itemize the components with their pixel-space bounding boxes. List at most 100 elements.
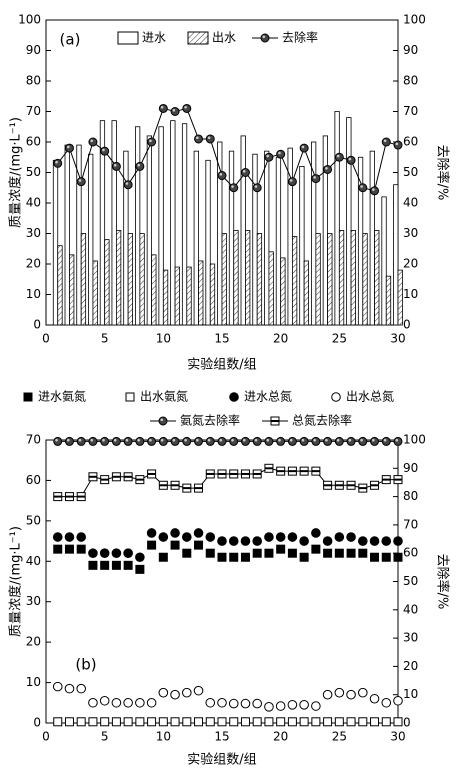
bar	[275, 156, 282, 326]
marker-shape	[135, 436, 145, 446]
marker-shape	[100, 478, 109, 481]
bar	[299, 165, 305, 326]
marker	[229, 717, 239, 727]
marker	[276, 717, 286, 727]
y-tick-label: 100	[18, 13, 41, 27]
y2-tick-label: 60	[403, 135, 418, 149]
marker-shape	[381, 552, 391, 562]
marker-shape	[218, 472, 226, 475]
marker	[147, 469, 157, 479]
marker	[100, 717, 110, 727]
marker-shape	[135, 717, 145, 727]
marker-shape	[287, 548, 297, 558]
x-tick-label: 20	[273, 332, 288, 346]
x-tick-label: 20	[273, 730, 288, 744]
bar	[174, 266, 180, 326]
marker-shine	[231, 185, 234, 188]
marker	[217, 171, 227, 181]
marker	[123, 717, 133, 727]
marker-shine	[383, 438, 387, 442]
bar	[268, 251, 274, 326]
marker-shape	[135, 161, 145, 171]
marker-shape	[158, 416, 168, 426]
marker-shape	[393, 140, 403, 150]
marker-shape	[287, 700, 298, 710]
marker	[205, 532, 216, 542]
marker-shape	[300, 470, 309, 473]
marker-shape	[358, 548, 368, 558]
marker	[299, 552, 309, 562]
x-tick-label: 5	[101, 332, 109, 346]
y2-tick-label: 30	[403, 226, 418, 240]
legend-label: 去除率	[282, 30, 318, 45]
marker-shape	[381, 436, 391, 446]
legend-label: 进水	[142, 31, 166, 45]
y2-tick-label: 20	[403, 257, 418, 271]
y2-tick-label: 60	[403, 546, 418, 560]
y-tick-label: 10	[26, 675, 41, 689]
marker	[205, 469, 215, 479]
marker-shape	[264, 467, 273, 470]
marker-shape	[311, 174, 321, 184]
marker	[53, 158, 63, 168]
marker	[369, 693, 380, 704]
marker	[53, 492, 63, 502]
marker	[252, 469, 262, 479]
marker-shine	[196, 136, 199, 140]
marker	[76, 492, 86, 502]
bar	[264, 150, 270, 326]
marker-shape	[229, 472, 238, 475]
bar	[99, 120, 106, 326]
y2-tick-label: 100	[403, 433, 426, 447]
marker-shine	[325, 438, 328, 442]
marker	[331, 392, 341, 402]
marker-shine	[348, 438, 352, 442]
y2-tick-label: 70	[403, 517, 418, 531]
marker	[370, 552, 380, 562]
marker-shine	[55, 160, 58, 164]
marker-shape	[346, 532, 356, 542]
marker	[322, 536, 333, 546]
marker-shape	[369, 536, 380, 546]
marker-shine	[149, 438, 152, 442]
marker	[228, 698, 239, 709]
marker	[76, 683, 86, 694]
marker-shine	[336, 438, 340, 442]
marker	[264, 548, 274, 558]
bar	[350, 230, 356, 326]
marker	[170, 436, 180, 446]
marker	[287, 177, 297, 187]
marker-shine	[348, 157, 352, 161]
marker	[205, 717, 215, 727]
marker-shape	[194, 134, 204, 144]
marker-shape	[311, 544, 321, 554]
marker-shape	[346, 689, 356, 700]
marker-shape	[334, 436, 344, 446]
marker	[158, 436, 168, 446]
marker-shape	[322, 689, 333, 700]
marker	[194, 436, 204, 446]
marker	[334, 152, 344, 162]
marker-shine	[383, 139, 387, 143]
marker-shape	[264, 532, 274, 542]
x-tick-label: 0	[42, 730, 50, 744]
marker	[123, 548, 133, 559]
marker-shape	[264, 717, 274, 727]
marker-shine	[242, 170, 246, 173]
marker-shape	[53, 158, 63, 168]
marker	[381, 137, 391, 147]
marker-shape	[194, 717, 204, 727]
marker-shape	[217, 697, 227, 708]
marker	[111, 436, 121, 446]
marker-shine	[160, 105, 164, 109]
marker-shape	[217, 171, 227, 181]
marker-shape	[358, 717, 368, 727]
marker	[64, 683, 75, 694]
x-tick-label: 25	[332, 730, 347, 744]
marker	[158, 687, 169, 698]
marker-shape	[217, 536, 227, 546]
marker-shape	[170, 436, 180, 446]
marker-shape	[299, 143, 309, 153]
marker-shape	[123, 717, 133, 727]
bar	[88, 153, 94, 326]
